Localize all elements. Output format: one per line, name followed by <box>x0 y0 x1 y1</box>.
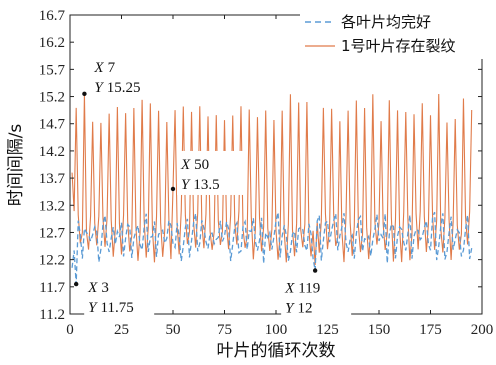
y-tick-label: 14.2 <box>39 144 65 160</box>
y-tick-label: 16.7 <box>39 8 66 24</box>
y-tick-label: 16.2 <box>39 35 65 51</box>
x-axis-title: 叶片的循环次数 <box>217 341 336 361</box>
y-tick-label: 11.7 <box>39 280 65 296</box>
legend-box <box>300 3 490 59</box>
y-tick-label: 15.7 <box>39 62 66 78</box>
y-tick-label: 13.2 <box>39 198 65 214</box>
x-tick-label: 75 <box>217 322 232 338</box>
datatip-box <box>84 274 155 321</box>
annotation-layer: X 7 Y 15.25 X 50 Y 13.5 X 3 Y 11.75 X 119 Y 12 <box>73 53 352 321</box>
x-tick-label: 25 <box>114 322 129 338</box>
legend-label-cracked: 1号叶片存在裂纹 <box>341 37 456 55</box>
x-tick-label: 125 <box>316 322 339 338</box>
x-tick-label: 150 <box>368 322 391 338</box>
x-axis: 0 25 50 75 100 125 150 175 200 <box>66 15 493 338</box>
x-tick-label: 100 <box>265 322 288 338</box>
datatip-y-line: Y 11.75 <box>88 300 134 316</box>
datatip-x-line: X 50 <box>180 157 209 173</box>
series-layer <box>71 93 473 285</box>
y-tick-label: 14.7 <box>39 117 66 133</box>
y-axis-title: 时间间隔/s <box>6 124 26 207</box>
y-tick-label: 13.7 <box>39 171 66 187</box>
x-tick-label: 0 <box>66 322 74 338</box>
x-tick-label: 200 <box>471 322 494 338</box>
datatip-box <box>177 150 247 195</box>
y-axis: 11.2 11.7 12.2 12.7 13.2 13.7 14.2 14.7 15.2 15.7… <box>39 8 482 323</box>
datatip-y-line: Y 12 <box>285 301 312 317</box>
datatip-marker <box>312 268 318 273</box>
datatip-x-line: X 119 <box>284 281 320 297</box>
y-tick-label: 12.2 <box>39 253 65 269</box>
y-tick-label: 11.2 <box>39 307 65 323</box>
datatip-marker <box>82 91 87 97</box>
y-tick-label: 12.7 <box>39 225 66 241</box>
x-tick-label: 175 <box>419 322 442 338</box>
y-tick-label: 15.2 <box>39 90 65 106</box>
series-line-intact <box>71 211 473 285</box>
x-tick-label: 50 <box>166 322 181 338</box>
datatip-marker <box>170 186 176 192</box>
legend-label-intact: 各叶片均完好 <box>341 13 431 31</box>
legend: 各叶片均完好 1号叶片存在裂纹 <box>300 3 490 59</box>
datatip-y-line: Y 15.25 <box>94 80 140 96</box>
datatip-box <box>90 53 161 100</box>
datatip-y-line: Y 13.5 <box>181 177 220 193</box>
datatip-box <box>281 274 352 321</box>
series-line-cracked <box>71 93 473 266</box>
datatip-marker <box>73 281 79 287</box>
